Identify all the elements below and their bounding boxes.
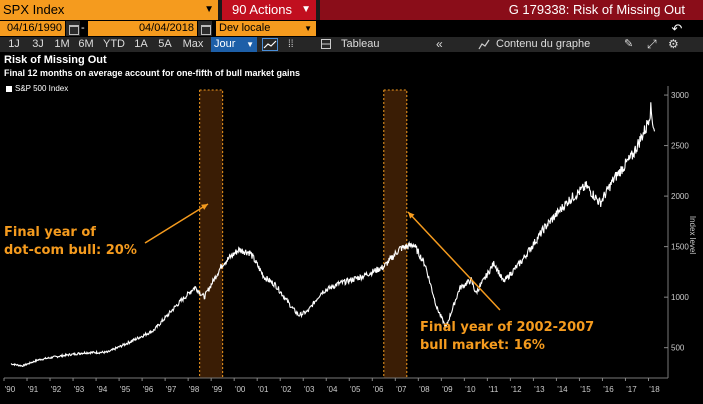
line-chart-icon[interactable] [262,37,282,52]
frequency-dropdown-icon: ▼ [246,40,254,49]
chart-document-title: G 179338: Risk of Missing Out [320,0,703,20]
actions-label: 90 Actions [232,2,292,17]
frequency-select[interactable]: Jour ▼ [211,37,257,52]
y-tick-label: 500 [671,344,685,353]
y-tick-label: 2000 [671,192,689,201]
expand-icon[interactable]: ⤢ [647,37,657,51]
x-tick-label: '05 [350,385,361,394]
y-tick-label: 3000 [671,91,689,100]
date-separator: - [81,22,85,34]
period-max[interactable]: Max [182,38,204,50]
currency-value: Dev locale [219,22,271,34]
chart-subtitle: Final 12 months on average account for o… [4,68,301,78]
ticker-dropdown-icon[interactable]: ▼ [204,4,214,15]
period-3j[interactable]: 3J [32,38,44,50]
start-date-field[interactable]: 04/16/1990 [0,21,65,36]
x-tick-label: '09 [442,385,453,394]
period-ytd[interactable]: YTD [103,38,125,50]
x-tick-label: '03 [304,385,315,394]
annotation-dotcom-line2: dot-com bull: 20% [4,243,137,258]
series-line-0 [10,102,656,367]
annotation-2007-line2: bull market: 16% [420,338,545,353]
chart-toolbar: 1J 3J 1M 6M YTD 1A 5A Max Jour ▼ ⁞⁞ Tabl… [0,37,703,52]
end-date-field[interactable]: 04/04/2018 [88,21,197,36]
x-tick-label: '98 [189,385,200,394]
actions-dropdown-icon: ▼ [301,4,311,15]
annotation-2007-line1: Final year of 2002-2007 [420,320,594,335]
x-tick-label: '11 [488,385,498,394]
top-header-bar: SPX Index ▼ 90 Actions ▼ G 179338: Risk … [0,0,703,20]
x-tick-label: '02 [281,385,292,394]
x-tick-label: '00 [235,385,246,394]
chart-content-icon[interactable] [478,37,490,52]
y-tick-label: 2500 [671,142,689,151]
annotation-arrow-dotcom [144,203,209,244]
x-tick-label: '91 [28,385,39,394]
highlight-band-1 [383,89,408,379]
start-calendar-icon[interactable] [66,21,80,36]
y-tick-label: 1500 [671,243,689,252]
collapse-left-icon[interactable]: « [436,37,443,51]
y-axis-label: Index level [688,216,697,254]
y-tick-label: 1000 [671,293,689,302]
undo-arrow-icon[interactable]: ↶ [671,21,683,36]
x-tick-label: '07 [396,385,407,394]
annotation-arrow-2007-head [408,212,415,219]
x-tick-label: '13 [534,385,545,394]
x-tick-label: '18 [649,385,660,394]
x-tick-label: '10 [465,385,476,394]
table-icon[interactable] [321,37,333,52]
x-tick-label: '93 [74,385,85,394]
currency-dropdown-icon: ▼ [304,24,312,33]
legend-series-name: S&P 500 Index [15,84,69,93]
chart-content-button[interactable]: Contenu du graphe [496,38,591,50]
period-1m[interactable]: 1M [54,38,70,50]
x-tick-label: '06 [373,385,384,394]
x-tick-label: '92 [51,385,62,394]
x-tick-label: '01 [258,385,269,394]
x-tick-label: '12 [511,385,522,394]
x-tick-label: '90 [5,385,16,394]
x-tick-label: '96 [143,385,154,394]
chart-title: Risk of Missing Out [4,54,107,66]
period-6m[interactable]: 6M [78,38,94,50]
x-tick-label: '99 [212,385,223,394]
x-tick-label: '97 [166,385,177,394]
edit-icon[interactable]: ✎ [624,38,634,50]
x-tick-label: '15 [580,385,591,394]
frequency-value: Jour [214,38,236,50]
period-5a[interactable]: 5A [158,38,172,50]
end-calendar-icon[interactable] [198,21,212,36]
ticker-text: SPX Index [3,2,65,17]
x-tick-label: '14 [557,385,568,394]
actions-menu-button[interactable]: 90 Actions ▼ [222,0,316,20]
chart-legend: S&P 500 Index [6,84,68,93]
x-tick-label: '08 [419,385,430,394]
x-tick-label: '94 [97,385,108,394]
gear-icon[interactable]: ⚙ [668,37,679,51]
highlight-band-0 [199,89,224,379]
legend-swatch [6,85,12,92]
table-button[interactable]: Tableau [341,38,380,50]
bar-chart-icon[interactable]: ⁞⁞ [288,39,294,50]
annotation-arrow-dotcom-head [201,204,208,210]
x-tick-label: '04 [327,385,338,394]
x-tick-label: '16 [603,385,614,394]
date-range-bar: 04/16/1990 - 04/04/2018 Dev locale ▼ ↶ [0,20,703,37]
x-tick-label: '17 [626,385,637,394]
period-1j[interactable]: 1J [8,38,20,50]
period-1a[interactable]: 1A [134,38,148,50]
annotation-arrow-2007 [407,211,501,311]
ticker-field[interactable]: SPX Index ▼ [0,0,218,20]
x-tick-label: '95 [120,385,131,394]
currency-select[interactable]: Dev locale ▼ [216,21,316,36]
annotation-dotcom-line1: Final year of [4,225,96,240]
